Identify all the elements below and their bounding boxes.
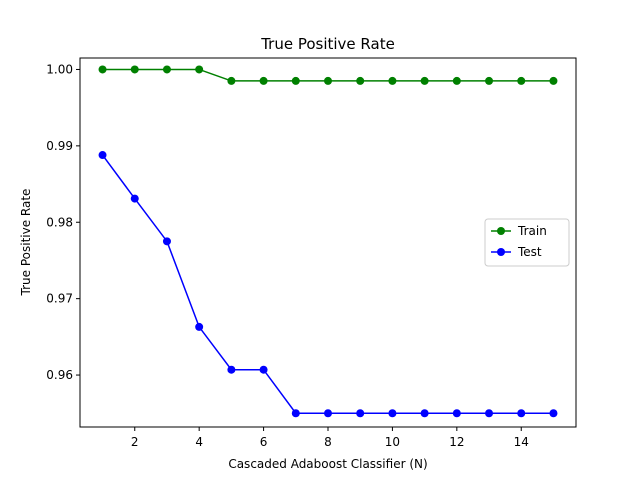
x-tick-label: 14: [514, 435, 529, 449]
train-data-point: [195, 65, 204, 74]
test-data-point: [291, 409, 300, 418]
chart-title: True Positive Rate: [260, 35, 395, 53]
y-tick-label: 0.97: [46, 292, 73, 306]
x-tick-label: 2: [131, 435, 139, 449]
y-axis: 0.96 0.97 0.98 0.99 1.00: [46, 62, 80, 382]
legend: Train Test: [484, 218, 570, 267]
x-tick-label: 4: [195, 435, 203, 449]
test-data-point: [98, 151, 107, 160]
x-tick-label: 12: [449, 435, 464, 449]
test-data-point: [356, 409, 365, 418]
test-data-point: [549, 409, 558, 418]
legend-test-label: Test: [517, 245, 542, 259]
x-tick-label: 6: [260, 435, 268, 449]
train-data-point: [549, 76, 558, 85]
test-data-point: [452, 409, 461, 418]
legend-train-label: Train: [517, 224, 547, 238]
train-data-point: [227, 76, 236, 85]
train-data-point: [388, 76, 397, 85]
train-data-point: [324, 76, 332, 85]
test-data-point: [259, 365, 268, 374]
y-tick-label: 0.99: [46, 139, 73, 153]
test-data-point: [195, 322, 204, 331]
legend-train-marker: [497, 227, 505, 235]
y-tick-label: 0.98: [46, 215, 73, 229]
test-data-point: [227, 365, 236, 374]
test-data-point: [420, 409, 429, 418]
train-data-point: [517, 76, 526, 85]
train-data-point: [420, 76, 429, 85]
train-data-point: [452, 76, 461, 85]
test-data-point: [324, 409, 332, 418]
train-data-point: [98, 65, 107, 74]
train-data-point: [259, 76, 268, 85]
train-data-point: [130, 65, 139, 74]
x-tick-label: 8: [324, 435, 332, 449]
x-axis-label: Cascaded Adaboost Classifier (N): [228, 457, 427, 471]
legend-test-marker: [497, 248, 505, 256]
y-axis-label: True Positive Rate: [19, 189, 33, 297]
train-data-point: [162, 65, 171, 74]
x-tick-label: 10: [385, 435, 400, 449]
x-axis: 2 4 6 8 10 12 14: [131, 427, 529, 449]
y-tick-label: 1.00: [46, 62, 73, 76]
y-tick-label: 0.96: [46, 368, 73, 382]
test-data-point: [517, 409, 526, 418]
train-data-point: [485, 76, 494, 85]
test-data-point: [130, 194, 139, 203]
test-data-point: [162, 237, 171, 246]
train-data-point: [356, 76, 365, 85]
test-data-point: [485, 409, 494, 418]
test-data-point: [388, 409, 397, 418]
train-data-point: [291, 76, 300, 85]
plot-area: [98, 65, 558, 418]
